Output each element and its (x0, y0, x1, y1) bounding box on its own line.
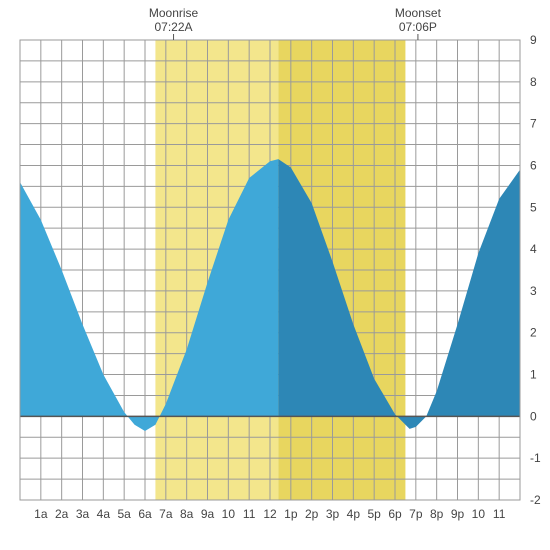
moonset-label: Moonset (378, 6, 458, 20)
x-tick-label: 4a (97, 507, 111, 521)
x-tick-label: 7p (409, 507, 423, 521)
moonset-time: 07:06P (378, 20, 458, 34)
x-tick-label: 1a (34, 507, 48, 521)
y-tick-label: 5 (530, 200, 537, 214)
x-tick-label: 2p (305, 507, 319, 521)
x-tick-label: 7a (159, 507, 173, 521)
y-tick-label: -1 (530, 451, 541, 465)
x-tick-label: 5p (367, 507, 381, 521)
y-tick-label: 3 (530, 284, 537, 298)
x-tick-label: 5a (117, 507, 131, 521)
y-tick-label: 1 (530, 368, 537, 382)
x-tick-label: 9a (201, 507, 215, 521)
moonset-annotation: Moonset07:06P (378, 6, 458, 35)
moonrise-time: 07:22A (134, 20, 214, 34)
y-tick-label: 9 (530, 33, 537, 47)
x-tick-label: 3a (76, 507, 90, 521)
x-tick-label: 1p (284, 507, 298, 521)
moonrise-annotation: Moonrise07:22A (134, 6, 214, 35)
x-tick-label: 10 (222, 507, 236, 521)
x-tick-label: 6p (388, 507, 402, 521)
x-tick-label: 2a (55, 507, 69, 521)
y-tick-label: 7 (530, 117, 537, 131)
x-tick-label: 8p (430, 507, 444, 521)
x-tick-label: 10 (472, 507, 486, 521)
y-tick-label: 6 (530, 158, 537, 172)
x-tick-label: 6a (138, 507, 152, 521)
y-tick-label: 0 (530, 409, 537, 423)
y-tick-label: 2 (530, 326, 537, 340)
x-tick-label: 12 (263, 507, 277, 521)
x-tick-label: 4p (347, 507, 361, 521)
x-tick-label: 8a (180, 507, 194, 521)
moonrise-label: Moonrise (134, 6, 214, 20)
x-tick-label: 11 (243, 507, 256, 521)
x-tick-label: 9p (451, 507, 465, 521)
x-tick-label: 3p (326, 507, 340, 521)
y-tick-label: 4 (530, 242, 537, 256)
y-tick-label: 8 (530, 75, 537, 89)
x-tick-label: 11 (493, 507, 506, 521)
tide-area-am (20, 159, 278, 431)
y-tick-label: -2 (530, 493, 541, 507)
